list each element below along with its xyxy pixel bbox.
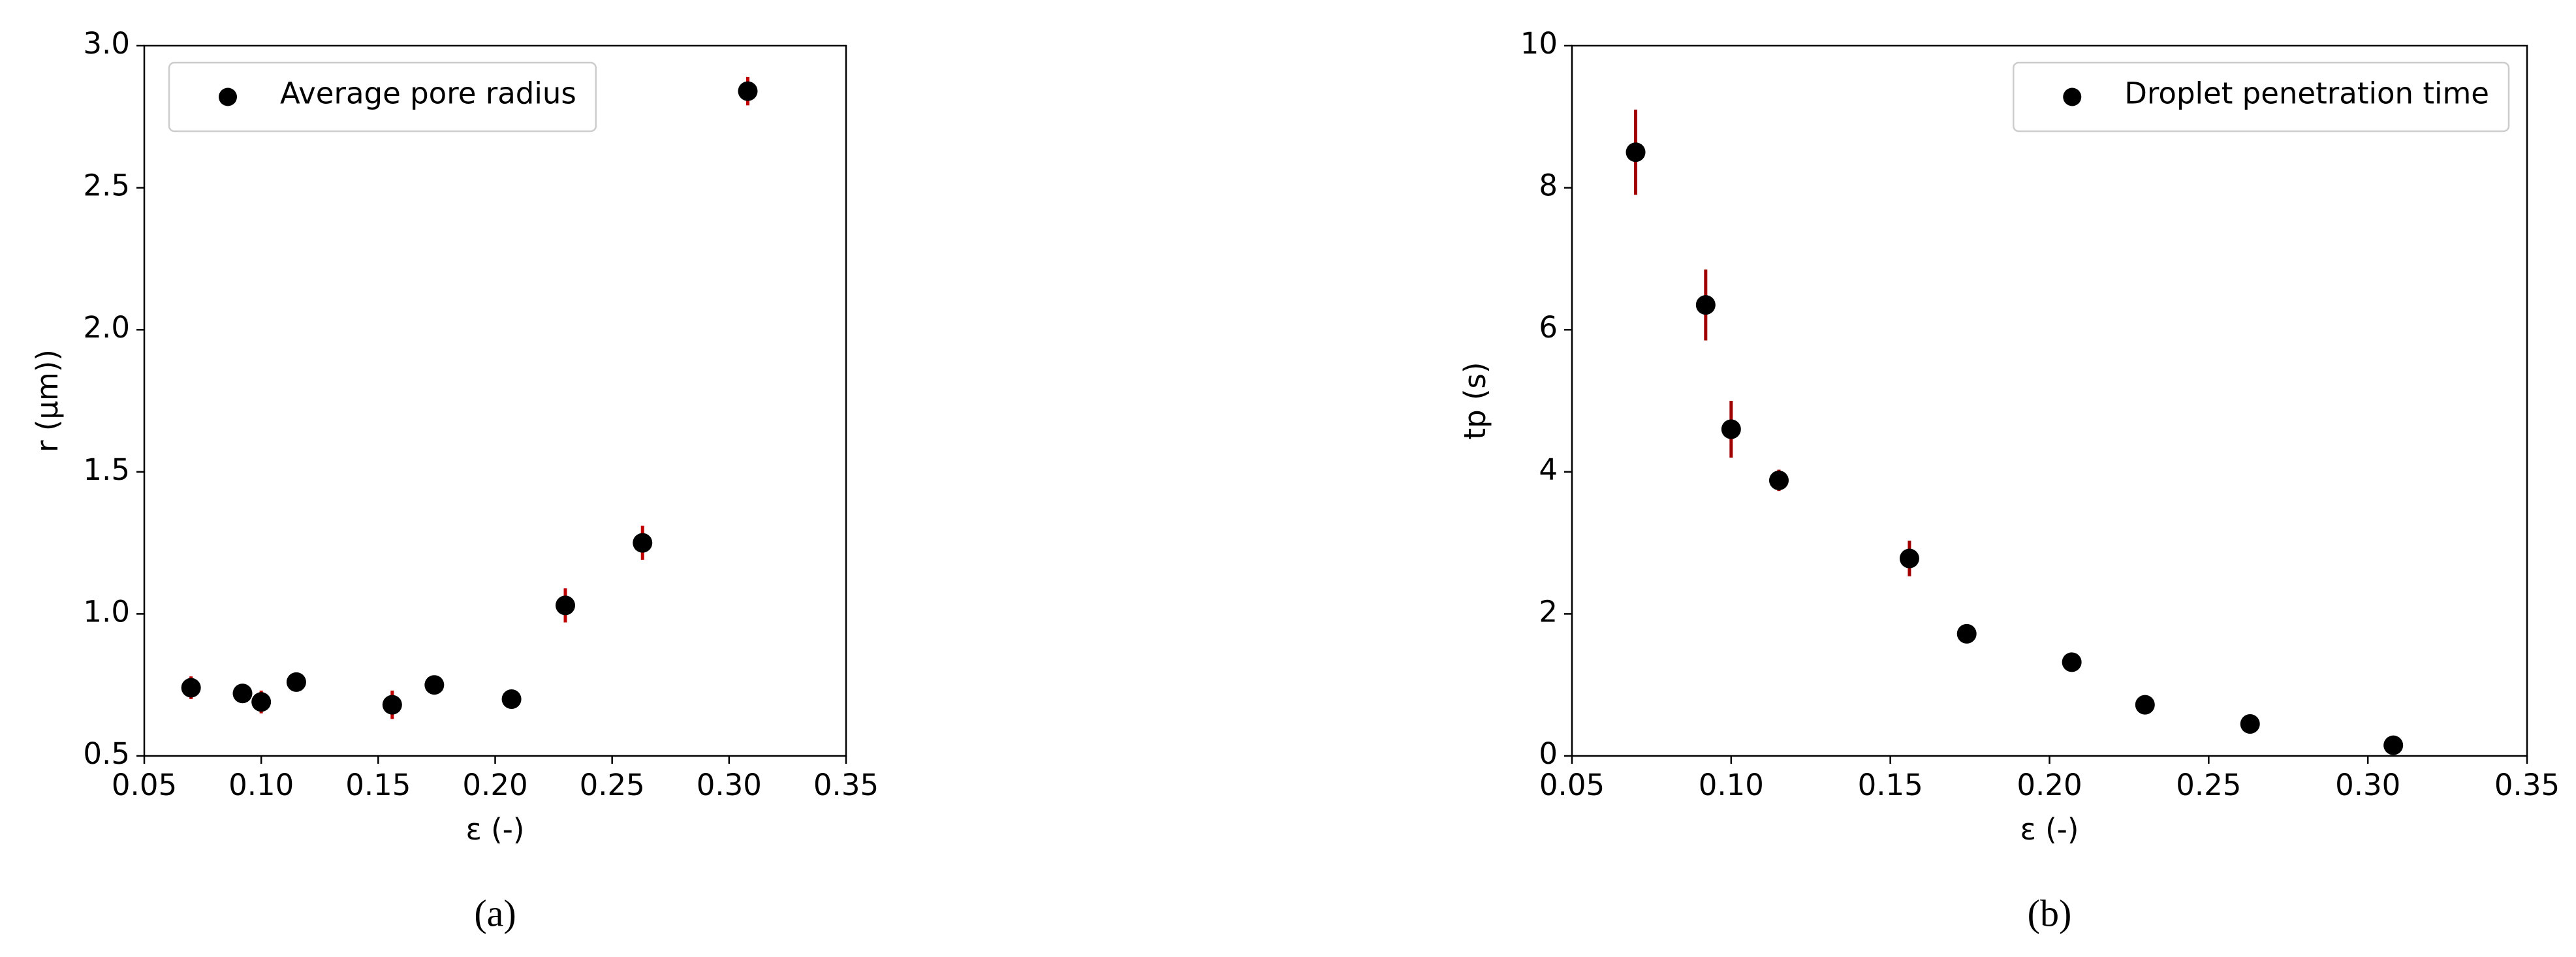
x-tick-label: 0.05: [112, 768, 177, 802]
y-tick-label: 0: [1539, 736, 1558, 771]
legend-marker: [2063, 87, 2082, 106]
legend-box: [168, 61, 597, 133]
x-tick-label: 0.20: [462, 768, 527, 802]
x-tick-label: 0.35: [2494, 768, 2560, 802]
point: [1626, 142, 1646, 163]
y-tick-label: 10: [1520, 26, 1558, 61]
point: [382, 695, 402, 715]
point: [424, 675, 445, 695]
point: [501, 689, 522, 709]
point: [1899, 548, 1919, 569]
point: [2383, 735, 2404, 755]
y-tick-label: 3.0: [83, 26, 130, 61]
y-tick-label: 1.0: [83, 594, 130, 629]
x-tick-label: 0.20: [2017, 768, 2082, 802]
point: [286, 672, 306, 692]
y-axis-label: r (μm)): [30, 349, 65, 452]
legend: Droplet penetration time: [2013, 61, 2510, 133]
x-axis-label: ε (-): [2020, 812, 2079, 847]
chart: 0.05 0.10 0.15 0.20 0.25 0.30 0.35 0.5 1.0 1.5 2.0…: [30, 26, 879, 934]
y-tick-label: 1.5: [83, 452, 130, 487]
point: [1695, 295, 1716, 315]
point: [633, 533, 653, 553]
legend-marker: [219, 87, 237, 106]
legend-label: Average pore radius: [280, 76, 576, 111]
y-tick-label: 6: [1539, 310, 1558, 345]
x-tick-label: 0.15: [1858, 768, 1923, 802]
point: [232, 683, 253, 704]
y-tick-label: 2.5: [83, 168, 130, 203]
point: [1768, 470, 1789, 490]
legend: Average pore radius: [168, 61, 597, 133]
caption: (a): [474, 892, 516, 934]
x-tick-label: 0.10: [1699, 768, 1764, 802]
y-tick-label: 0.5: [83, 736, 130, 771]
x-tick-label: 0.15: [345, 768, 411, 802]
x-tick-label: 0.25: [2176, 768, 2241, 802]
y-tick-label: 2.0: [83, 310, 130, 345]
point: [2135, 695, 2155, 715]
legend-box: [2013, 61, 2510, 133]
x-tick-label: 0.30: [2335, 768, 2400, 802]
chart: 0.05 0.10 0.15 0.20 0.25 0.30 0.35 0 2 4 6 8 10 ε (-)…: [1458, 26, 2560, 934]
x-tick-label: 0.05: [1539, 768, 1605, 802]
x-tick-label: 0.30: [697, 768, 762, 802]
point: [1956, 623, 1977, 644]
x-axis-label: ε (-): [466, 812, 525, 847]
caption: (b): [2028, 892, 2072, 934]
point: [2240, 714, 2260, 734]
point: [1721, 419, 1741, 439]
point: [556, 595, 575, 616]
y-tick-label: 4: [1539, 452, 1558, 487]
axes-frame: [143, 44, 847, 757]
y-axis-label: tp (s): [1458, 362, 1492, 439]
axes-frame: [1571, 44, 2528, 757]
y-tick-label: 2: [1539, 594, 1558, 629]
point: [181, 678, 201, 698]
legend-label: Droplet penetration time: [2124, 76, 2489, 111]
x-tick-label: 0.35: [813, 768, 879, 802]
x-tick-label: 0.25: [580, 768, 645, 802]
y-tick-label: 8: [1539, 168, 1558, 203]
point: [251, 692, 272, 712]
x-tick-label: 0.10: [228, 768, 294, 802]
point: [738, 81, 758, 101]
point: [2062, 652, 2082, 672]
